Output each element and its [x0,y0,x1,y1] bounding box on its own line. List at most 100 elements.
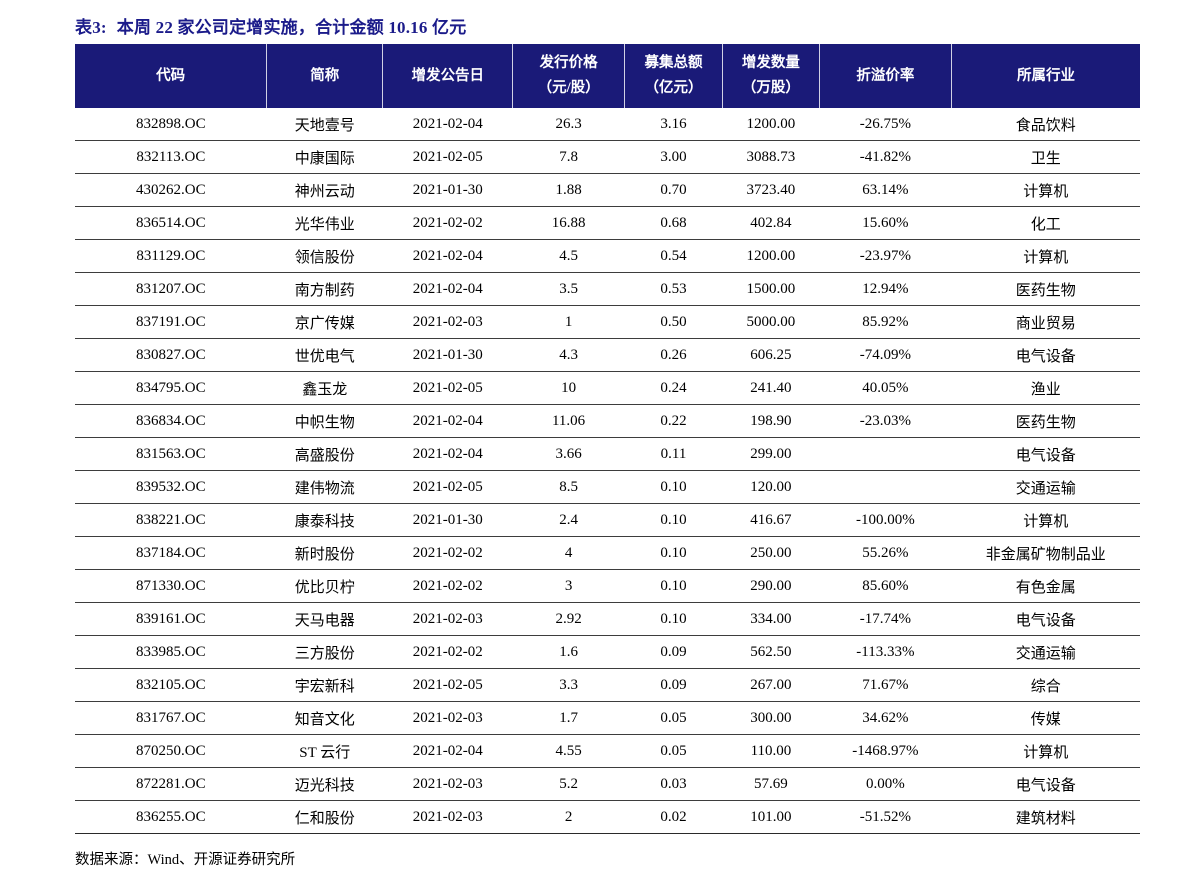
cell-code: 839161.OC [75,602,267,636]
cell-name: 仁和股份 [266,800,383,834]
cell-name: 中帜生物 [266,404,383,438]
column-header-line: 增发公告日 [411,67,484,84]
cell-name: 迈光科技 [266,767,383,801]
cell-issue-price: 16.88 [512,206,625,240]
cell-raised-total: 0.02 [624,800,723,834]
cell-name: 康泰科技 [266,503,383,537]
cell-issue-quantity: 562.50 [722,635,820,669]
cell-raised-total: 0.09 [624,635,723,669]
cell-issue-price: 3 [512,569,625,603]
table-row: 830827.OC 世优电气 2021-01-30 4.3 0.26 606.25 -74.… [75,338,1140,372]
cell-raised-total: 0.05 [624,701,723,735]
cell-issue-quantity: 241.40 [722,371,820,405]
cell-name: 神州云动 [266,173,383,207]
cell-code: 430262.OC [75,173,267,207]
table-row: 832113.OC 中康国际 2021-02-05 7.8 3.00 3088.73 -41… [75,140,1140,174]
column-header-issue-price: 发行价格 （元/股） [512,44,625,108]
cell-code: 832105.OC [75,668,267,702]
cell-raised-total: 0.05 [624,734,723,768]
cell-name: 知音文化 [266,701,383,735]
cell-issue-price: 5.2 [512,767,625,801]
cell-name: 三方股份 [266,635,383,669]
table-row: 831767.OC 知音文化 2021-02-03 1.7 0.05 300.00 34.6… [75,701,1140,735]
cell-code: 830827.OC [75,338,267,372]
cell-announce-date: 2021-02-05 [382,140,513,174]
column-header-line: 所属行业 [1016,67,1075,84]
cell-code: 838221.OC [75,503,267,537]
cell-issue-price: 4.3 [512,338,625,372]
cell-industry: 非金属矿物制品业 [951,536,1140,570]
cell-code: 831563.OC [75,437,267,471]
cell-premium-rate: -113.33% [819,635,952,669]
cell-premium-rate: -23.03% [819,404,952,438]
cell-industry: 渔业 [951,371,1140,405]
cell-issue-quantity: 3723.40 [722,173,820,207]
cell-name: 宇宏新科 [266,668,383,702]
column-header-line: （元/股） [537,80,600,96]
table-title-text: 本周 22 家公司定增实施，合计金额 10.16 亿元 [116,18,467,37]
column-header-premium-rate: 折溢价率 [819,44,952,108]
cell-premium-rate: 63.14% [819,173,952,207]
table-row: 836834.OC 中帜生物 2021-02-04 11.06 0.22 198.90 -2… [75,404,1140,438]
table-row: 871330.OC 优比贝柠 2021-02-02 3 0.10 290.00 85.60%… [75,569,1140,603]
column-header-raised-total: 募集总额 （亿元） [624,44,723,108]
cell-issue-quantity: 606.25 [722,338,820,372]
cell-code: 834795.OC [75,371,267,405]
cell-premium-rate [819,470,952,504]
cell-industry: 电气设备 [951,602,1140,636]
cell-issue-price: 2 [512,800,625,834]
cell-raised-total: 0.09 [624,668,723,702]
cell-issue-price: 4.5 [512,239,625,273]
table-header-row: 代码 简称 增发公告日 发行价格 （元/股） 募集总额 （亿元） 增发数量 （万股） 折溢价率 所属… [75,44,1140,108]
cell-raised-total: 3.16 [624,108,723,141]
cell-raised-total: 0.10 [624,602,723,636]
cell-announce-date: 2021-02-05 [382,470,513,504]
cell-premium-rate: 15.60% [819,206,952,240]
cell-code: 831207.OC [75,272,267,306]
cell-industry: 电气设备 [951,767,1140,801]
column-header-line: 发行价格 [539,55,598,72]
cell-announce-date: 2021-02-03 [382,305,513,339]
cell-industry: 食品饮料 [951,108,1140,141]
cell-premium-rate: -100.00% [819,503,952,537]
cell-industry: 卫生 [951,140,1140,174]
cell-name: 南方制药 [266,272,383,306]
cell-issue-quantity: 334.00 [722,602,820,636]
cell-issue-quantity: 290.00 [722,569,820,603]
column-header-name: 简称 [266,44,384,108]
cell-issue-quantity: 198.90 [722,404,820,438]
table-row: 832105.OC 宇宏新科 2021-02-05 3.3 0.09 267.00 71.6… [75,668,1140,702]
cell-code: 831129.OC [75,239,267,273]
table-row: 839161.OC 天马电器 2021-02-03 2.92 0.10 334.00 -17… [75,602,1140,636]
cell-premium-rate: 55.26% [819,536,952,570]
cell-premium-rate: 85.60% [819,569,952,603]
cell-issue-quantity: 250.00 [722,536,820,570]
cell-name: 新时股份 [266,536,383,570]
cell-code: 836834.OC [75,404,267,438]
cell-issue-quantity: 267.00 [722,668,820,702]
cell-industry: 传媒 [951,701,1140,735]
cell-industry: 计算机 [951,239,1140,273]
cell-issue-price: 3.66 [512,437,625,471]
cell-premium-rate: -41.82% [819,140,952,174]
cell-industry: 商业贸易 [951,305,1140,339]
cell-code: 837191.OC [75,305,267,339]
cell-name: 光华伟业 [266,206,383,240]
table-head: 代码 简称 增发公告日 发行价格 （元/股） 募集总额 （亿元） 增发数量 （万股） 折溢价率 所属… [75,44,1140,108]
placement-table: 代码 简称 增发公告日 发行价格 （元/股） 募集总额 （亿元） 增发数量 （万股） 折溢价率 所属… [75,44,1140,834]
cell-issue-price: 26.3 [512,108,625,141]
cell-raised-total: 0.54 [624,239,723,273]
cell-issue-quantity: 1200.00 [722,108,820,141]
cell-issue-quantity: 1500.00 [722,272,820,306]
cell-announce-date: 2021-02-05 [382,668,513,702]
cell-issue-quantity: 3088.73 [722,140,820,174]
column-header-line: 增发数量 [741,55,800,72]
cell-issue-quantity: 110.00 [722,734,820,768]
table-row: 836514.OC 光华伟业 2021-02-02 16.88 0.68 402.84 15… [75,206,1140,240]
cell-name: ST 云行 [266,734,383,768]
cell-announce-date: 2021-02-05 [382,371,513,405]
cell-announce-date: 2021-02-04 [382,404,513,438]
cell-industry: 电气设备 [951,338,1140,372]
table-row: 872281.OC 迈光科技 2021-02-03 5.2 0.03 57.69 0.00%… [75,767,1140,801]
cell-announce-date: 2021-01-30 [382,338,513,372]
